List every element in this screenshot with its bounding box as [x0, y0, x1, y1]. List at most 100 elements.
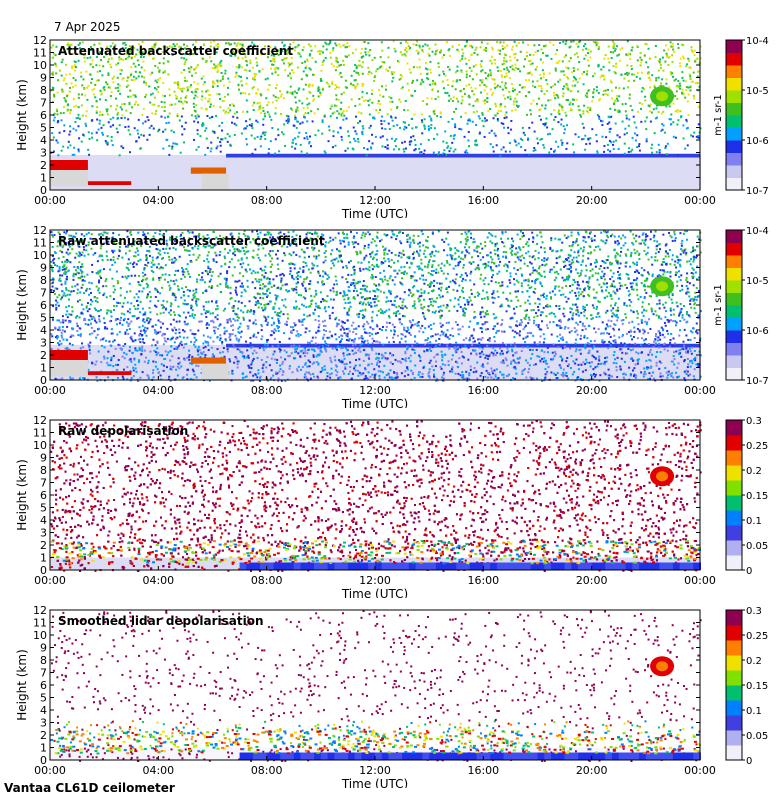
heatmap-pixel [183, 246, 186, 249]
boundary-layer-cell [456, 155, 471, 190]
heatmap-pixel [446, 231, 449, 234]
heatmap-pixel [301, 349, 304, 352]
heatmap-pixel [538, 298, 541, 301]
heatmap-pixel [412, 43, 415, 46]
heatmap-pixel [266, 321, 269, 324]
heatmap-pixel [161, 354, 164, 357]
heatmap-pixel [492, 117, 495, 120]
heatmap-pixel [357, 280, 360, 283]
heatmap-pixel [496, 66, 499, 69]
heatmap-pixel [482, 49, 485, 52]
heatmap-pixel [459, 276, 462, 279]
heatmap-pixel [697, 70, 700, 73]
heatmap-pixel [616, 314, 619, 317]
heatmap-pixel [146, 52, 149, 55]
heatmap-pixel [296, 66, 299, 69]
heatmap-pixel [90, 49, 93, 52]
heatmap-pixel [603, 57, 606, 60]
heatmap-pixel [657, 111, 660, 114]
heatmap-pixel [52, 87, 55, 90]
heatmap-pixel [487, 109, 490, 112]
heatmap-pixel [684, 147, 687, 150]
heatmap-pixel [650, 374, 653, 377]
heatmap-pixel [216, 81, 219, 84]
heatmap-pixel [471, 90, 474, 93]
heatmap-pixel [311, 120, 314, 123]
heatmap-pixel [183, 63, 186, 66]
heatmap-pixel [88, 137, 91, 140]
heatmap-pixel [109, 118, 112, 121]
heatmap-pixel [603, 272, 606, 275]
heatmap-pixel [61, 90, 64, 93]
heatmap-pixel [377, 359, 380, 362]
heatmap-pixel [588, 294, 591, 297]
heatmap-pixel [439, 111, 442, 114]
heatmap-pixel [491, 296, 494, 299]
heatmap-pixel [88, 333, 91, 336]
heatmap-pixel [339, 45, 342, 48]
heatmap-pixel [156, 49, 159, 52]
heatmap-pixel [110, 319, 113, 322]
heatmap-pixel [63, 130, 66, 133]
heatmap-pixel [61, 296, 64, 299]
heatmap-pixel [499, 103, 502, 106]
heatmap-pixel [158, 47, 161, 50]
heatmap-pixel [587, 89, 590, 92]
heatmap-pixel [606, 93, 609, 96]
heatmap-pixel [169, 359, 172, 362]
heatmap-pixel [672, 48, 675, 51]
heatmap-pixel [582, 45, 585, 48]
heatmap-pixel [511, 48, 514, 51]
heatmap-pixel [275, 50, 278, 53]
heatmap-pixel [654, 310, 657, 313]
heatmap-pixel [266, 356, 269, 359]
heatmap-pixel [623, 378, 626, 381]
heatmap-pixel [208, 271, 211, 274]
heatmap-pixel [136, 48, 139, 51]
heatmap-pixel [565, 76, 568, 79]
heatmap-pixel [649, 327, 652, 330]
heatmap-pixel [205, 315, 208, 318]
heatmap-pixel [550, 86, 553, 89]
heatmap-pixel [486, 42, 489, 45]
heatmap-pixel [201, 90, 204, 93]
heatmap-pixel [533, 341, 536, 344]
heatmap-pixel [660, 112, 663, 115]
heatmap-pixel [515, 44, 518, 47]
heatmap-pixel [375, 263, 378, 266]
heatmap-pixel [171, 46, 174, 49]
heatmap-pixel [485, 119, 488, 122]
heatmap-pixel [120, 316, 123, 319]
heatmap-pixel [357, 325, 360, 328]
heatmap-pixel [674, 110, 677, 113]
heatmap-pixel [369, 146, 372, 149]
heatmap-pixel [665, 44, 668, 47]
heatmap-pixel [168, 94, 171, 97]
heatmap-pixel [193, 81, 196, 84]
heatmap-pixel [129, 359, 132, 362]
heatmap-pixel [599, 119, 602, 122]
heatmap-pixel [197, 146, 200, 149]
heatmap-pixel [690, 271, 693, 274]
heatmap-pixel [278, 370, 281, 373]
heatmap-pixel [97, 128, 100, 131]
heatmap-pixel [225, 42, 228, 45]
heatmap-pixel [181, 133, 184, 136]
heatmap-pixel [335, 316, 338, 319]
heatmap-pixel [649, 351, 652, 354]
heatmap-pixel [408, 48, 411, 51]
heatmap-pixel [300, 78, 303, 81]
heatmap-pixel [232, 104, 235, 107]
heatmap-pixel [99, 275, 102, 278]
heatmap-pixel [419, 83, 422, 86]
boundary-layer-cell [510, 345, 525, 380]
heatmap-pixel [314, 134, 317, 137]
heatmap-pixel [322, 261, 325, 264]
heatmap-pixel [630, 330, 633, 333]
heatmap-pixel [504, 114, 507, 117]
heatmap-pixel [54, 62, 57, 65]
heatmap-pixel [70, 334, 73, 337]
heatmap-pixel [393, 139, 396, 142]
heatmap-pixel [187, 272, 190, 275]
heatmap-pixel [141, 290, 144, 293]
